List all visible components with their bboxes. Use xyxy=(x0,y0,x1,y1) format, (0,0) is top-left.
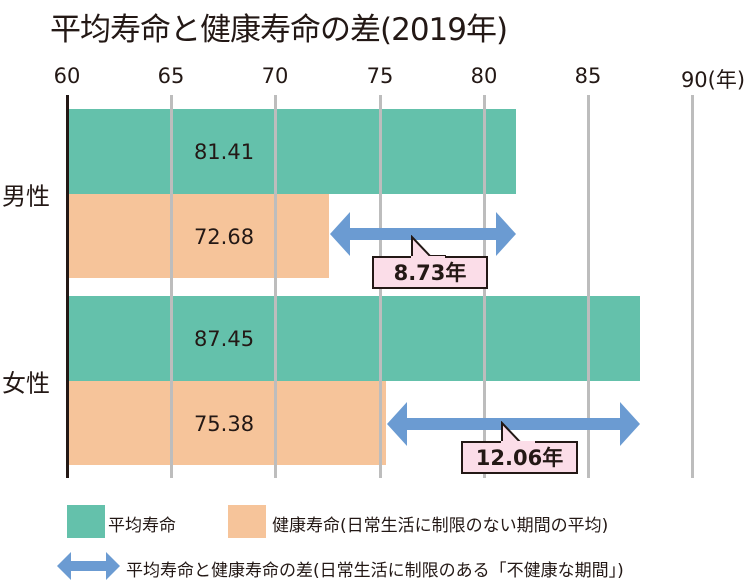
x-tick-label: 70 xyxy=(261,64,289,88)
difference-callout-female: 12.06年 xyxy=(461,441,578,474)
x-tick-label: 90(年) xyxy=(680,68,746,92)
category-label-male: 男性 xyxy=(2,182,50,211)
chart-title: 平均寿命と健康寿命の差(2019年) xyxy=(50,12,508,48)
bar-value-label: 87.45 xyxy=(193,327,255,351)
bar-value-label: 75.38 xyxy=(193,412,255,436)
x-tick-label: 80 xyxy=(470,64,498,88)
legend-label-healthy: 健康寿命(日常生活に制限のない期間の平均) xyxy=(272,516,609,536)
legend-label-average: 平均寿命 xyxy=(108,516,176,536)
category-label-female: 女性 xyxy=(2,369,50,398)
x-tick-label: 75 xyxy=(366,64,394,88)
gridline xyxy=(170,95,173,478)
gridline xyxy=(587,95,590,478)
difference-callout-male: 8.73年 xyxy=(372,256,488,289)
gridline xyxy=(274,95,277,478)
x-tick-label: 85 xyxy=(574,64,602,88)
bar-value-label: 81.41 xyxy=(193,140,255,164)
bar-female-healthy xyxy=(69,381,386,465)
y-axis-line xyxy=(66,95,69,478)
bar-value-label: 72.68 xyxy=(193,225,255,249)
legend-label-difference: 平均寿命と健康寿命の差(日常生活に制限のある「不健康な期間」) xyxy=(126,561,624,581)
double-arrow-icon xyxy=(330,212,516,256)
x-tick-label: 65 xyxy=(157,64,185,88)
legend-swatch-average xyxy=(67,505,105,538)
legend-swatch-healthy xyxy=(228,505,266,538)
bar-male-healthy xyxy=(69,194,329,278)
double-arrow-icon xyxy=(387,402,640,446)
gridline xyxy=(691,95,694,478)
x-tick-label: 60 xyxy=(53,64,81,88)
bar-male-average xyxy=(69,109,516,194)
bar-female-average xyxy=(69,296,640,381)
legend-double-arrow-icon xyxy=(57,552,120,580)
